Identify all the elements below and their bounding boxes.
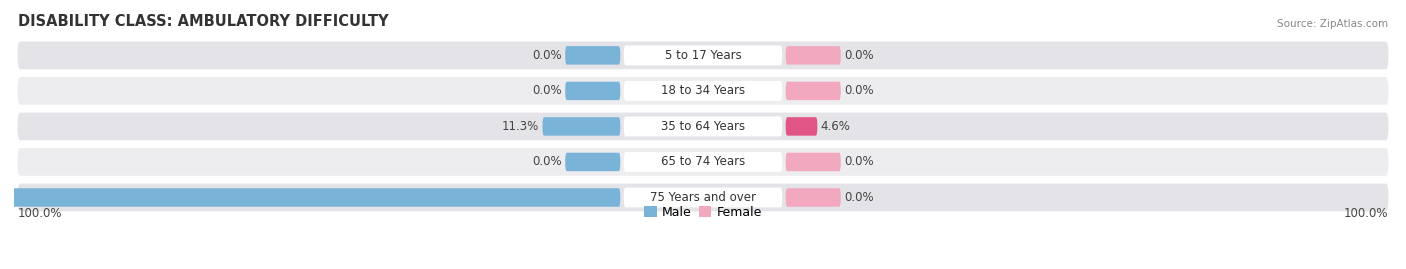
FancyBboxPatch shape (624, 116, 782, 136)
FancyBboxPatch shape (786, 188, 841, 207)
Text: 0.0%: 0.0% (531, 155, 562, 168)
FancyBboxPatch shape (17, 41, 1389, 69)
FancyBboxPatch shape (565, 46, 620, 65)
Text: DISABILITY CLASS: AMBULATORY DIFFICULTY: DISABILITY CLASS: AMBULATORY DIFFICULTY (17, 15, 388, 29)
FancyBboxPatch shape (624, 81, 782, 101)
Text: 18 to 34 Years: 18 to 34 Years (661, 84, 745, 97)
Text: 4.6%: 4.6% (821, 120, 851, 133)
FancyBboxPatch shape (0, 188, 620, 207)
Text: 0.0%: 0.0% (531, 84, 562, 97)
Text: 100.0%: 100.0% (17, 207, 62, 220)
FancyBboxPatch shape (17, 184, 1389, 211)
Text: 0.0%: 0.0% (844, 191, 875, 204)
FancyBboxPatch shape (786, 82, 841, 100)
Text: 11.3%: 11.3% (502, 120, 538, 133)
Legend: Male, Female: Male, Female (640, 201, 766, 224)
Text: 0.0%: 0.0% (531, 49, 562, 62)
FancyBboxPatch shape (17, 112, 1389, 140)
Text: 100.0%: 100.0% (1344, 207, 1389, 220)
Text: 0.0%: 0.0% (844, 84, 875, 97)
FancyBboxPatch shape (786, 153, 841, 171)
Text: 5 to 17 Years: 5 to 17 Years (665, 49, 741, 62)
FancyBboxPatch shape (624, 152, 782, 172)
Text: 75 Years and over: 75 Years and over (650, 191, 756, 204)
FancyBboxPatch shape (17, 77, 1389, 105)
Text: Source: ZipAtlas.com: Source: ZipAtlas.com (1278, 19, 1389, 29)
FancyBboxPatch shape (624, 187, 782, 207)
FancyBboxPatch shape (786, 46, 841, 65)
FancyBboxPatch shape (565, 153, 620, 171)
Text: 0.0%: 0.0% (844, 155, 875, 168)
FancyBboxPatch shape (565, 82, 620, 100)
Text: 35 to 64 Years: 35 to 64 Years (661, 120, 745, 133)
FancyBboxPatch shape (786, 117, 817, 136)
FancyBboxPatch shape (543, 117, 620, 136)
FancyBboxPatch shape (17, 148, 1389, 176)
FancyBboxPatch shape (624, 45, 782, 65)
Text: 65 to 74 Years: 65 to 74 Years (661, 155, 745, 168)
Text: 0.0%: 0.0% (844, 49, 875, 62)
